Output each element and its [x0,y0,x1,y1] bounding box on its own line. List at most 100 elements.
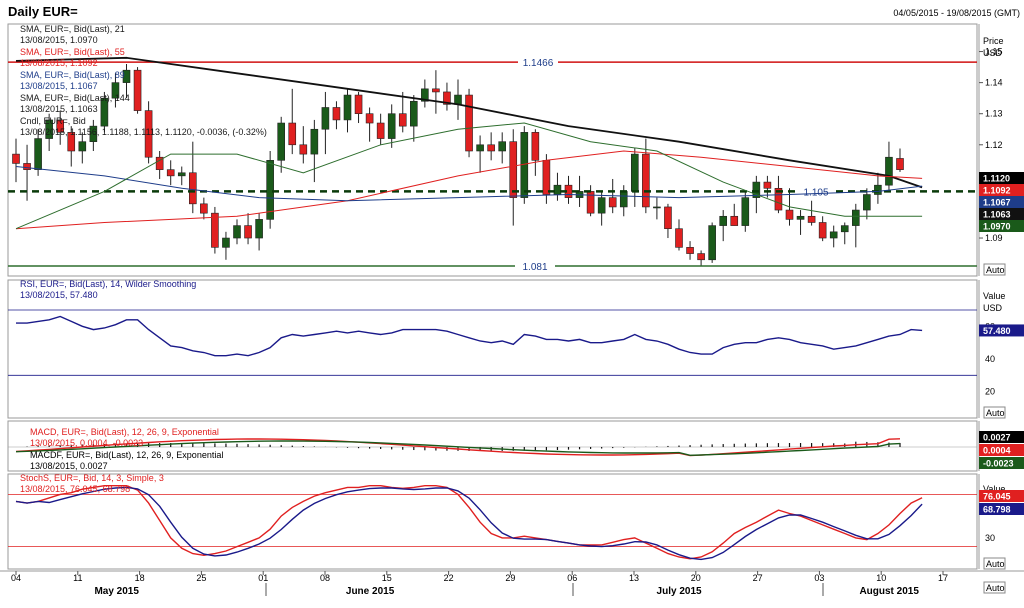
candle-body [542,160,551,195]
candle-body [354,94,363,115]
candle-body [233,225,241,239]
price-tick-label: 1.14 [985,78,1003,88]
candle-body [642,153,650,208]
candle-body [166,169,175,177]
candle-body [664,206,672,230]
candle-body [332,107,341,121]
candle-body [321,107,330,130]
candle-body [45,119,53,139]
candle-body [89,125,98,142]
candle-body [56,119,65,133]
candle-body [365,113,374,124]
legend-line-2: 13/08/2015, 1.1092 [20,58,98,68]
candle-body [498,141,507,152]
rsi-auto: Auto [986,408,1005,418]
macd-tag: 0.0004 [983,446,1011,456]
candle-body [255,219,263,239]
month-label: August 2015 [859,586,919,597]
candle-body [23,163,31,170]
candle-body [697,253,705,261]
date-tick-label: 10 [876,573,886,583]
macd-signal-line [15,440,901,457]
price-tag-bg [979,172,1024,184]
sma-line-0 [15,56,923,189]
macd-legend-3: MACDF, EUR=, Bid(Last), 12, 26, 9, Expon… [30,450,223,460]
date-range: 04/05/2015 - 19/08/2015 (GMT) [893,8,1020,18]
price-tag: 1.0970 [983,222,1011,232]
stoch-tick-label: 30 [985,533,995,543]
candle-body [34,138,42,170]
level-label: 1.105 [803,187,828,198]
candle-body [211,212,219,248]
candle-body [896,158,904,170]
candle-body [487,144,495,152]
candle-body [619,191,628,208]
price-tick-label: 1.13 [985,109,1003,119]
candle-body [277,122,286,161]
date-tick-label: 13 [629,573,639,583]
date-tick-label: 27 [753,573,763,583]
candle-body [200,203,208,214]
price-axis-title: Price [983,36,1004,46]
date-tick-label: 22 [444,573,454,583]
stoch-legend-2: 13/08/2015, 76.045, 68.798 [20,484,130,494]
rsi-tick-label: 40 [985,354,995,364]
xaxis-auto-bg [983,581,1006,594]
candle-body [78,141,87,152]
date-tick-label: 20 [691,573,701,583]
date-tick-label: 04 [11,573,21,583]
candle-body [509,141,518,198]
candle-body [409,100,418,127]
date-tick-label: 18 [135,573,145,583]
candle-body [443,91,451,105]
candle-body [719,215,728,226]
date-tick-label: 29 [505,573,515,583]
date-tick-label: 15 [382,573,392,583]
macd-tag: 0.0027 [983,433,1011,443]
rsi-axis-unit: USD [983,303,1003,313]
sma-line-1 [15,150,923,230]
candle-body [675,228,683,248]
rsi-tag: 57.480 [983,326,1011,336]
rsi-axis-title: Value [983,291,1005,301]
auto-button-bg [983,263,1006,276]
candle-body [686,247,694,254]
candle-body [343,94,352,121]
stoch-tag: 76.045 [983,492,1011,502]
candle-body [133,69,142,111]
candle-body [476,144,484,152]
candle-body [608,197,617,208]
price-tag-bg [979,208,1024,220]
date-tick-label: 17 [938,573,948,583]
macd-tag-bg [979,444,1024,456]
candle-body [796,215,805,220]
candle-body [310,128,319,155]
date-tick-label: 11 [73,573,82,583]
candle-body [829,231,838,239]
candle-body [155,156,164,170]
candle-body [122,69,131,83]
candle-body [454,94,462,105]
candle-body [244,225,252,239]
month-label: May 2015 [94,586,139,597]
stoch-k-line [15,485,923,560]
legend-line-1: SMA, EUR=, Bid(Last), 55 [20,47,125,57]
candle-body [12,153,20,164]
stoch-tag-bg [979,490,1024,502]
candle-body [100,97,109,127]
month-label: June 2015 [346,586,395,597]
rsi-tick-label: 20 [985,387,995,397]
macd-legend-1: MACD, EUR=, Bid(Last), 12, 26, 9, Expone… [30,427,219,437]
date-tick-label: 06 [567,573,577,583]
legend-line-1: SMA, EUR=, Bid(Last), 21 [20,24,125,34]
macd-tag: -0.0023 [983,459,1014,469]
sma-line-3 [15,122,923,230]
panel-frame-1 [7,279,978,419]
price-tag-bg [979,220,1024,232]
candle-body [708,225,716,261]
price-tag: 1.1092 [983,186,1011,196]
legend-line-2: 13/08/2015, 1.0970 [20,35,98,45]
candle-body [144,110,153,158]
candle-body [67,132,76,152]
